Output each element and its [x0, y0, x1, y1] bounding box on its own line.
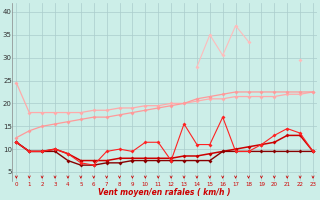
X-axis label: Vent moyen/en rafales ( km/h ): Vent moyen/en rafales ( km/h )	[99, 188, 231, 197]
